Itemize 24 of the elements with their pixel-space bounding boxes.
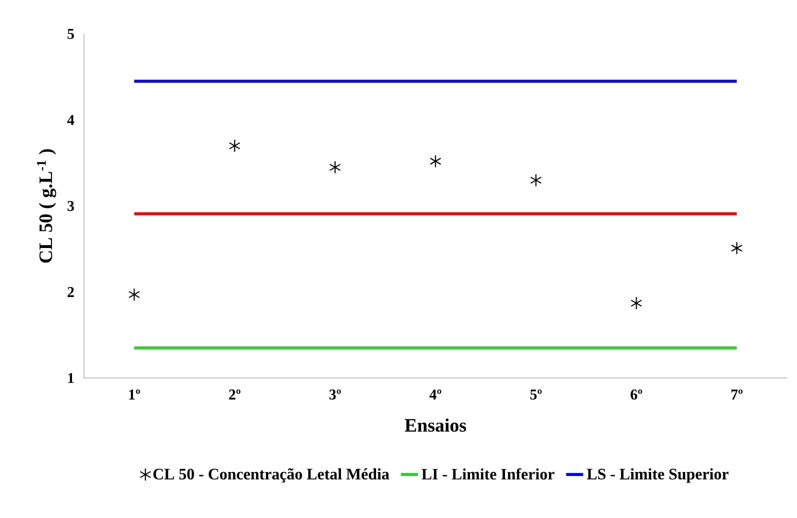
x-tick-label: 5º (530, 390, 542, 400)
x-tick-label: 2º (229, 390, 240, 400)
y-tick-label: 3 (68, 200, 74, 212)
x-tick-label: 4º (430, 390, 442, 400)
point (128, 288, 140, 302)
point (630, 296, 642, 310)
point (731, 242, 743, 255)
x-axis-title: Ensaios (404, 418, 466, 432)
point (228, 139, 240, 152)
y-tick-label: 4 (67, 115, 74, 125)
y-tick-label: 1 (68, 373, 74, 383)
y-tick-label: 5 (68, 29, 74, 39)
legend-label: LS - Limite Superior (586, 468, 728, 483)
x-tick-label: 6º (630, 390, 642, 400)
y-axis-title: CL 50 ( g.L$^{-1}$ ) (36, 149, 56, 263)
point (530, 174, 542, 187)
x-tick-label: 7º (731, 390, 743, 400)
y-tick-label: 2 (68, 287, 74, 297)
legend-label: LI - Limite Inferior (422, 468, 554, 480)
legend-label: CL 50 - Concentração Letal Média (153, 468, 390, 483)
x-tick-label: 1º (129, 390, 140, 400)
x-tick-label: 3º (329, 390, 341, 400)
point (329, 160, 341, 174)
point (430, 154, 442, 168)
